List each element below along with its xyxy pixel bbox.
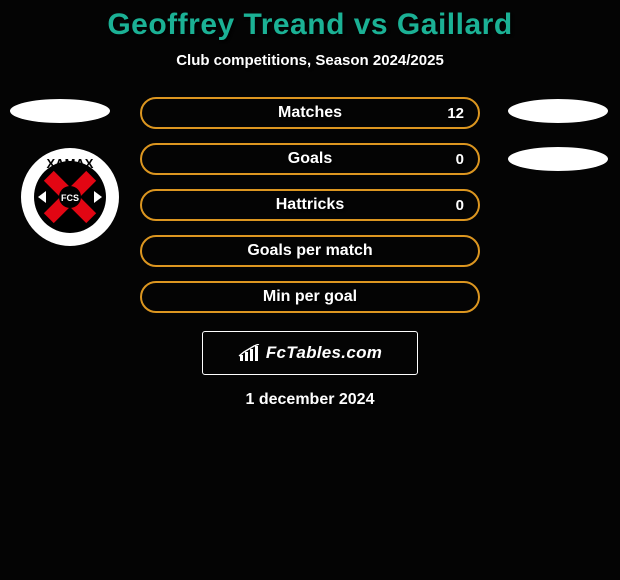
- stat-row-min-per-goal: Min per goal: [140, 281, 480, 313]
- subtitle: Club competitions, Season 2024/2025: [176, 52, 444, 69]
- stat-value: 0: [456, 151, 464, 168]
- club-badge-xamax: XAMAX FCS: [20, 147, 120, 247]
- stat-label: Goals per match: [247, 242, 372, 260]
- player-marker-right-1: [508, 99, 608, 123]
- stat-value: 12: [447, 105, 464, 122]
- stat-label: Hattricks: [276, 196, 344, 214]
- svg-text:XAMAX: XAMAX: [47, 156, 94, 171]
- stat-label: Goals: [288, 150, 332, 168]
- player-marker-right-2: [508, 147, 608, 171]
- page-title: Geoffrey Treand vs Gaillard: [107, 8, 512, 42]
- player-marker-left: [10, 99, 110, 123]
- stat-row-goals: Goals 0: [140, 143, 480, 175]
- stat-row-goals-per-match: Goals per match: [140, 235, 480, 267]
- stat-row-hattricks: Hattricks 0: [140, 189, 480, 221]
- stats-area: XAMAX FCS Matches 12 Goals 0 Hattri: [0, 97, 620, 313]
- comparison-card: Geoffrey Treand vs Gaillard Club competi…: [0, 0, 620, 409]
- stat-value: 0: [456, 197, 464, 214]
- brand-text: FcTables.com: [266, 343, 382, 363]
- stat-label: Min per goal: [263, 288, 357, 306]
- date-text: 1 december 2024: [246, 391, 375, 409]
- svg-text:FCS: FCS: [61, 193, 79, 203]
- stat-row-matches: Matches 12: [140, 97, 480, 129]
- stat-label: Matches: [278, 104, 342, 122]
- brand-box: FcTables.com: [202, 331, 418, 375]
- bar-chart-icon: [238, 344, 260, 362]
